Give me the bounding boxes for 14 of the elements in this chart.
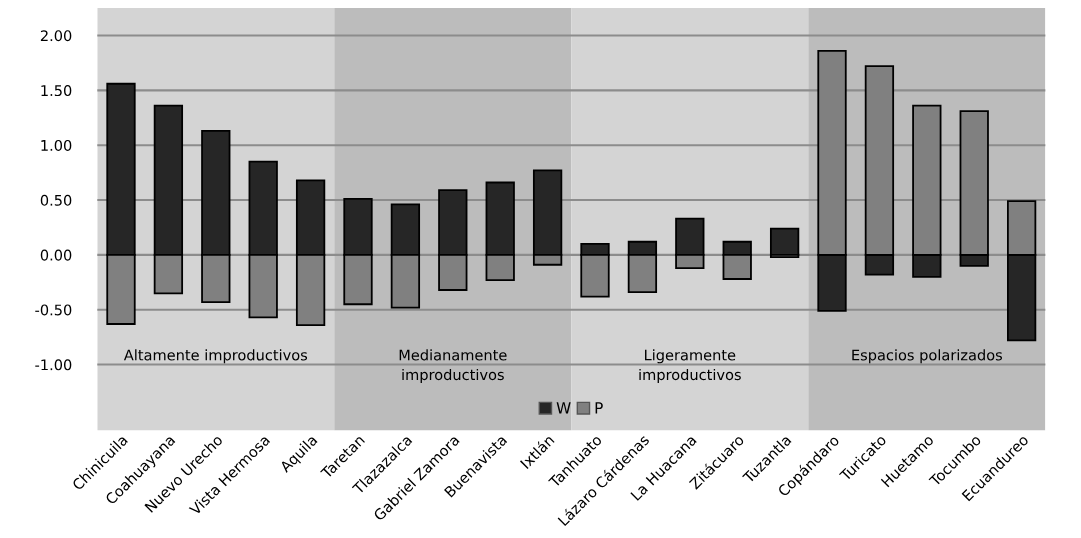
y-tick-label: -1.00 (35, 359, 72, 371)
y-tick-label: 0.00 (40, 249, 72, 261)
band-label: Medianamente improductivos (399, 349, 507, 383)
y-tick-label: 1.00 (41, 139, 72, 151)
legend-label: W (556, 402, 571, 414)
band-label: Espacios polarizados (852, 349, 1003, 364)
y-tick-label: -0.50 (35, 304, 72, 316)
band-label: Ligeramente improductivos (639, 349, 741, 383)
band-label: Altamente improductivos (123, 349, 308, 364)
bar (769, 227, 800, 256)
y-tick-label: 2.00 (40, 30, 72, 42)
y-tick-label: 1.50 (41, 85, 72, 97)
legend-label: P (595, 402, 603, 414)
y-tick-label: 0.50 (40, 194, 72, 206)
